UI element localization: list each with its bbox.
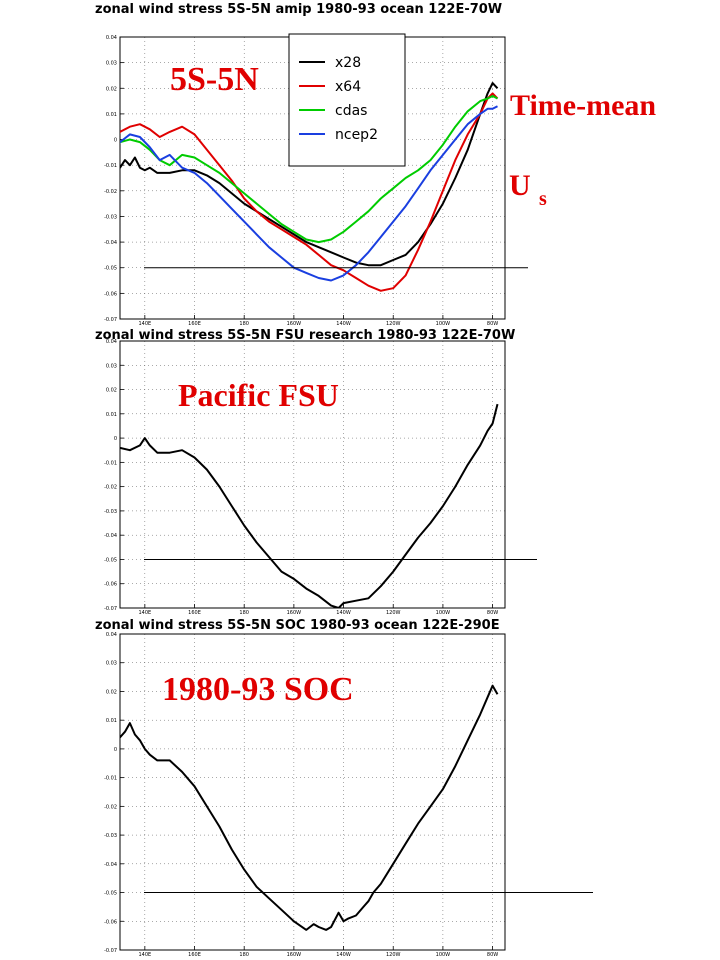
y-tick-label: -0.02: [104, 485, 117, 491]
y-tick-label: 0.02: [106, 86, 117, 92]
y-tick-label: 0.01: [106, 718, 117, 724]
x-tick-label: 140W: [336, 952, 351, 958]
x-tick-label: 80W: [487, 952, 498, 958]
time-mean-annotation: Time-mean: [510, 89, 656, 122]
y-tick-label: 0.04: [106, 35, 117, 41]
y-tick-label: 0.04: [106, 339, 117, 345]
y-tick-label: 0: [114, 436, 117, 442]
chart-title: zonal wind stress 5S-5N SOC 1980-93 ocea…: [95, 618, 500, 633]
y-tick-label: -0.01: [104, 776, 117, 782]
x-tick-label: 140W: [336, 610, 351, 616]
y-tick-label: -0.04: [104, 240, 117, 246]
x-tick-label: 160W: [287, 321, 302, 327]
y-tick-label: -0.05: [104, 266, 117, 272]
y-tick-label: -0.04: [104, 862, 117, 868]
x-tick-label: 100W: [436, 610, 451, 616]
chart-panels: zonal wind stress 5S-5N amip 1980-93 oce…: [95, 2, 593, 958]
y-tick-label: -0.06: [104, 582, 117, 588]
y-tick-label: -0.03: [104, 833, 117, 839]
y-tick-label: 0.02: [106, 689, 117, 695]
legend-label: x64: [335, 79, 361, 95]
y-tick-label: -0.03: [104, 509, 117, 515]
legend-label: ncep2: [335, 127, 378, 143]
plot-frame: [119, 633, 506, 951]
x-tick-label: 80W: [487, 321, 498, 327]
x-tick-label: 140E: [138, 610, 151, 616]
legend: x28 x64 cdas ncep2: [288, 33, 406, 167]
y-tick-label: 0: [114, 138, 117, 144]
plot-frame: [119, 340, 506, 609]
x-tick-label: 160E: [188, 610, 201, 616]
x-tick-label: 120W: [386, 321, 401, 327]
y-tick-label: 0.03: [106, 661, 117, 667]
y-tick-label: -0.05: [104, 557, 117, 563]
y-tick-label: 0.03: [106, 61, 117, 67]
chart-title: zonal wind stress 5S-5N FSU research 198…: [95, 328, 515, 343]
legend-label: cdas: [335, 103, 367, 119]
us-symbol: U: [509, 169, 531, 202]
overlay-label: 1980-93 SOC: [162, 671, 354, 708]
y-tick-label: -0.07: [104, 606, 117, 612]
y-tick-label: -0.07: [104, 948, 117, 954]
series-line-ncep2: [120, 105, 498, 282]
legend-label: x28: [335, 55, 361, 71]
x-tick-label: 140E: [138, 952, 151, 958]
y-tick-label: -0.07: [104, 317, 117, 323]
y-tick-label: 0.01: [106, 412, 117, 418]
series-line-x28: [120, 82, 499, 267]
chart-panel-3: zonal wind stress 5S-5N SOC 1980-93 ocea…: [95, 618, 593, 958]
y-tick-label: -0.06: [104, 291, 117, 297]
x-tick-label: 180: [239, 321, 249, 327]
y-tick-label: -0.06: [104, 919, 117, 925]
y-tick-label: -0.04: [104, 533, 117, 539]
y-tick-label: -0.01: [104, 460, 117, 466]
overlay-label: 5S-5N: [170, 61, 259, 98]
y-tick-label: -0.02: [104, 804, 117, 810]
x-tick-label: 100W: [436, 321, 451, 327]
x-tick-label: 160E: [188, 952, 201, 958]
series-line-series-1: [120, 684, 499, 931]
x-tick-label: 180: [239, 610, 249, 616]
x-tick-label: 140E: [138, 321, 151, 327]
chart-panel-1: zonal wind stress 5S-5N amip 1980-93 oce…: [95, 2, 528, 327]
y-tick-label: 0.02: [106, 388, 117, 394]
y-tick-label: 0.03: [106, 363, 117, 369]
y-tick-label: -0.02: [104, 189, 117, 195]
series-line-series-1: [120, 403, 499, 608]
y-tick-label: -0.01: [104, 163, 117, 169]
y-tick-label: -0.03: [104, 214, 117, 220]
x-tick-label: 160W: [287, 610, 302, 616]
x-tick-label: 140W: [336, 321, 351, 327]
x-tick-label: 120W: [386, 610, 401, 616]
x-tick-label: 80W: [487, 610, 498, 616]
y-tick-label: 0: [114, 747, 117, 753]
overlay-label: Pacific FSU: [178, 377, 339, 413]
series-line-x64: [120, 92, 499, 292]
x-tick-label: 160W: [287, 952, 302, 958]
y-tick-label: 0.04: [106, 632, 117, 638]
us-subscript: s: [539, 188, 547, 210]
x-tick-label: 180: [239, 952, 249, 958]
x-tick-label: 120W: [386, 952, 401, 958]
y-tick-label: 0.01: [106, 112, 117, 118]
x-tick-label: 160E: [188, 321, 201, 327]
chart-title: zonal wind stress 5S-5N amip 1980-93 oce…: [95, 2, 502, 17]
y-tick-label: -0.05: [104, 891, 117, 897]
chart-panel-2: zonal wind stress 5S-5N FSU research 198…: [95, 328, 537, 616]
x-tick-label: 100W: [436, 952, 451, 958]
legend-box: [288, 33, 406, 167]
